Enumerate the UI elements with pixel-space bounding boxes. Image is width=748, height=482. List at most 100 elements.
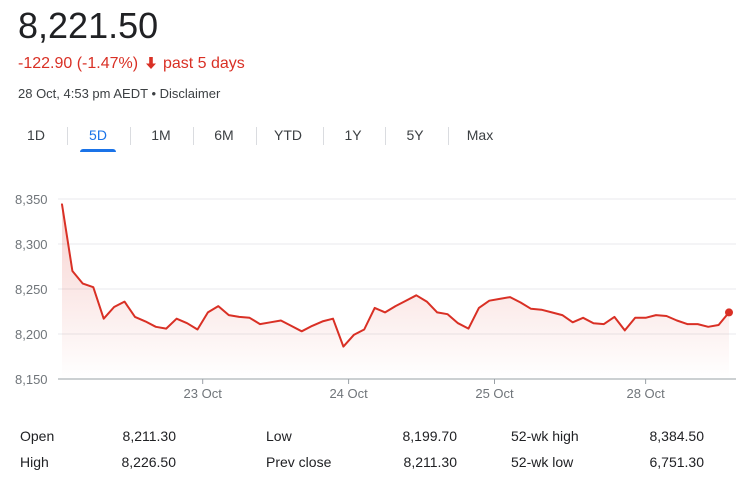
x-tick-label: 24 Oct [329, 386, 368, 401]
tab-label: 1M [151, 127, 171, 143]
tab-max[interactable]: Max [460, 118, 500, 154]
tab-divider [67, 127, 68, 145]
tab-ytd[interactable]: YTD [266, 118, 310, 154]
data-point [541, 309, 543, 311]
stat-label-high: High [20, 454, 49, 470]
data-point [488, 300, 490, 302]
x-tick-label: 25 Oct [475, 386, 514, 401]
data-point [499, 298, 501, 300]
stat-value-prev-close: 8,211.30 [403, 454, 457, 470]
price-value: 8,221.50 [18, 5, 159, 46]
data-point [311, 325, 313, 327]
x-tick-label: 23 Oct [184, 386, 223, 401]
tab-5d[interactable]: 5D [80, 118, 116, 154]
data-point [395, 305, 397, 307]
data-point [197, 329, 199, 331]
data-point [593, 322, 595, 324]
data-point [666, 315, 668, 317]
tab-5y[interactable]: 5Y [397, 118, 433, 154]
data-point [478, 307, 480, 309]
tab-label: 1Y [344, 127, 362, 143]
tab-label: 1D [27, 127, 45, 143]
y-tick-label: 8,150 [15, 372, 48, 387]
data-point [614, 316, 616, 318]
data-point [186, 322, 188, 324]
tab-label: Max [466, 127, 494, 143]
arrow-down-icon [145, 55, 157, 69]
y-tick-label: 8,350 [15, 192, 48, 207]
tab-1d[interactable]: 1D [20, 118, 52, 154]
data-point [436, 312, 438, 314]
y-tick-label: 8,300 [15, 237, 48, 252]
data-point [165, 328, 167, 330]
data-point [218, 305, 220, 307]
tab-label: 6M [214, 127, 234, 143]
tab-divider [385, 127, 386, 145]
disclaimer-link[interactable]: Disclaimer [159, 86, 221, 101]
tab-divider [193, 127, 194, 145]
tab-divider [323, 127, 324, 145]
price-change: -122.90 (-1.47%) past 5 days [18, 53, 245, 75]
tab-label: 5Y [406, 127, 424, 143]
tab-6m[interactable]: 6M [206, 118, 242, 154]
price-chart[interactable]: 8,350 8,300 8,250 8,200 8,150 23 Oct 24 Oct 25 … [0, 180, 748, 410]
tab-1m[interactable]: 1M [143, 118, 179, 154]
data-point [697, 323, 699, 325]
data-point [176, 318, 178, 320]
stat-value-low: 8,199.70 [402, 428, 458, 444]
meta-separator: • [151, 86, 157, 101]
tab-label: YTD [274, 127, 302, 143]
tab-divider [130, 127, 131, 145]
data-point [509, 296, 511, 298]
data-point [676, 320, 678, 322]
data-point [280, 320, 282, 322]
tab-divider [448, 127, 449, 145]
data-point [405, 300, 407, 302]
data-point [384, 312, 386, 314]
data-point [572, 322, 574, 324]
data-point [249, 317, 251, 319]
data-point [270, 322, 272, 324]
stat-label-prev-close: Prev close [266, 454, 332, 470]
quote-meta: 28 Oct, 4:53 pm AEDT • Disclaimer [18, 86, 220, 101]
data-point [520, 302, 522, 304]
change-period: past 5 days [162, 55, 245, 72]
data-point [207, 312, 209, 314]
data-point [61, 204, 63, 206]
data-point [624, 330, 626, 332]
tab-1y[interactable]: 1Y [335, 118, 371, 154]
data-point [72, 270, 74, 272]
data-point [634, 317, 636, 319]
stat-label-low: Low [266, 428, 292, 444]
data-point [103, 318, 105, 320]
data-point [301, 331, 303, 333]
data-point [145, 321, 147, 323]
data-point [530, 308, 532, 310]
stat-value-52wk-high: 8,384.50 [649, 428, 705, 444]
data-point [363, 329, 365, 331]
data-point [124, 301, 126, 303]
data-point [134, 316, 136, 318]
stat-value-open: 8,211.30 [122, 428, 176, 444]
data-point [82, 283, 84, 285]
data-point [228, 314, 230, 316]
y-tick-label: 8,200 [15, 327, 48, 342]
data-point [457, 322, 459, 324]
data-point [707, 326, 709, 328]
data-point [603, 323, 605, 325]
price-line [61, 203, 730, 348]
data-point [290, 325, 292, 327]
data-point [468, 328, 470, 330]
change-amount: -122.90 (-1.47%) [18, 55, 139, 72]
data-point [259, 323, 261, 325]
data-point [322, 321, 324, 323]
x-tick-label: 28 Oct [626, 386, 665, 401]
data-point [551, 312, 553, 314]
data-point [645, 317, 647, 319]
stat-label-52wk-high: 52-wk high [511, 428, 579, 444]
data-point [238, 316, 240, 318]
data-point [561, 314, 563, 316]
tab-label: 5D [89, 127, 107, 143]
data-point [374, 307, 376, 309]
data-point [582, 317, 584, 319]
